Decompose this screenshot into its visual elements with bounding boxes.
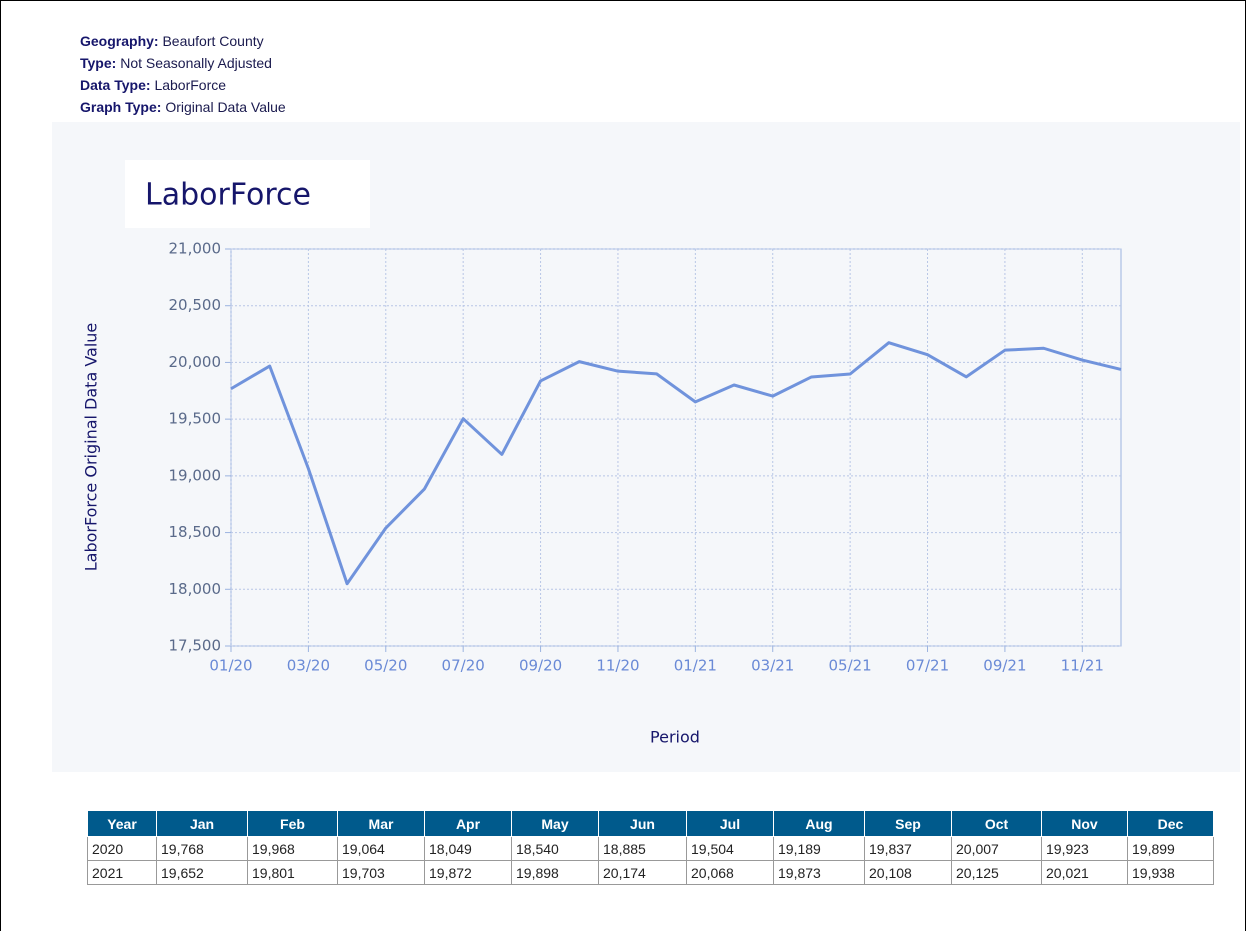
- table-cell: 20,068: [686, 860, 774, 885]
- column-header: Sep: [864, 810, 952, 837]
- table-cell: 2020: [87, 836, 157, 861]
- x-tick-label: 03/20: [287, 657, 330, 675]
- column-header: Aug: [773, 810, 865, 837]
- table-cell: 19,768: [156, 836, 248, 861]
- header-row: Geography: Beaufort County: [80, 30, 286, 52]
- chart-title: LaborForce: [145, 178, 311, 213]
- x-tick-label: 03/21: [751, 657, 794, 675]
- y-tick-label: 18,000: [169, 580, 222, 598]
- x-tick-label: 09/20: [519, 657, 562, 675]
- column-header: Feb: [247, 810, 338, 837]
- table-cell: 19,899: [1127, 836, 1214, 861]
- header-value: Original Data Value: [165, 99, 286, 115]
- table-cell: 18,049: [424, 836, 512, 861]
- column-header: Jan: [156, 810, 248, 837]
- header-value: Beaufort County: [162, 33, 264, 49]
- x-tick-label: 01/20: [209, 657, 252, 675]
- chart-panel: [52, 122, 1240, 772]
- y-tick-label: 20,000: [169, 353, 222, 371]
- header-row: Graph Type: Original Data Value: [80, 96, 286, 118]
- table-cell: 19,873: [773, 860, 865, 885]
- header-label: Data Type:: [80, 77, 151, 93]
- table-cell: 20,125: [951, 860, 1042, 885]
- table-header-row: Year Jan Feb Mar Apr May Jun Jul Aug Sep Oct Nov Dec: [87, 810, 1214, 837]
- header-row: Type: Not Seasonally Adjusted: [80, 52, 286, 74]
- x-tick-label: 11/21: [1061, 657, 1104, 675]
- table-cell: 18,540: [511, 836, 599, 861]
- x-tick-label: 05/20: [364, 657, 407, 675]
- x-tick-label: 01/21: [674, 657, 717, 675]
- table-cell: 2021: [87, 860, 157, 885]
- column-header: Apr: [424, 810, 512, 837]
- header-row: Data Type: LaborForce: [80, 74, 286, 96]
- table-cell: 19,652: [156, 860, 248, 885]
- table-row: 2021 19,652 19,801 19,703 19,872 19,898 20,174…: [87, 860, 1214, 885]
- table-cell: 19,872: [424, 860, 512, 885]
- table-cell: 20,174: [598, 860, 687, 885]
- column-header: Jul: [686, 810, 774, 837]
- table-cell: 19,703: [337, 860, 425, 885]
- table-cell: 19,837: [864, 836, 952, 861]
- table-cell: 19,968: [247, 836, 338, 861]
- table-cell: 19,189: [773, 836, 865, 861]
- column-header: Nov: [1041, 810, 1128, 837]
- header-value: Not Seasonally Adjusted: [120, 55, 272, 71]
- column-header: Dec: [1127, 810, 1214, 837]
- column-header: Oct: [951, 810, 1042, 837]
- table-cell: 19,504: [686, 836, 774, 861]
- plot-area: [230, 248, 1122, 647]
- data-line: [230, 341, 1122, 586]
- table-row: 2020 19,768 19,968 19,064 18,049 18,540 18,885…: [87, 836, 1214, 861]
- x-tick-label: 05/21: [829, 657, 872, 675]
- column-header: Year: [87, 810, 157, 837]
- x-tick-label: 07/21: [906, 657, 949, 675]
- table-cell: 20,007: [951, 836, 1042, 861]
- column-header: Mar: [337, 810, 425, 837]
- header-label: Graph Type:: [80, 99, 162, 115]
- x-tick-label: 09/21: [983, 657, 1026, 675]
- y-tick-label: 17,500: [169, 637, 222, 655]
- x-tick-label: 07/20: [442, 657, 485, 675]
- table-cell: 19,923: [1041, 836, 1128, 861]
- table-cell: 19,898: [511, 860, 599, 885]
- x-axis-label: Period: [650, 728, 700, 747]
- y-tick-label: 19,000: [169, 466, 222, 484]
- header-label: Type:: [80, 55, 117, 71]
- y-tick-label: 20,500: [169, 296, 222, 314]
- y-tick-label: 21,000: [169, 240, 222, 258]
- table-cell: 19,801: [247, 860, 338, 885]
- table-cell: 19,938: [1127, 860, 1214, 885]
- data-table: Year Jan Feb Mar Apr May Jun Jul Aug Sep Oct Nov Dec…: [87, 810, 1214, 885]
- x-tick-label: 11/20: [596, 657, 639, 675]
- table-cell: 20,021: [1041, 860, 1128, 885]
- y-tick-label: 19,500: [169, 410, 222, 428]
- y-axis-label: LaborForce Original Data Value: [82, 323, 101, 572]
- header-value: LaborForce: [154, 77, 227, 93]
- title-box: [125, 160, 370, 228]
- header-label: Geography:: [80, 33, 159, 49]
- table-cell: 20,108: [864, 860, 952, 885]
- y-tick-label: 18,500: [169, 523, 222, 541]
- column-header: Jun: [598, 810, 687, 837]
- report-header: Geography: Beaufort County Type: Not Seas…: [80, 30, 286, 118]
- column-header: May: [511, 810, 599, 837]
- table-cell: 18,885: [598, 836, 687, 861]
- table-cell: 19,064: [337, 836, 425, 861]
